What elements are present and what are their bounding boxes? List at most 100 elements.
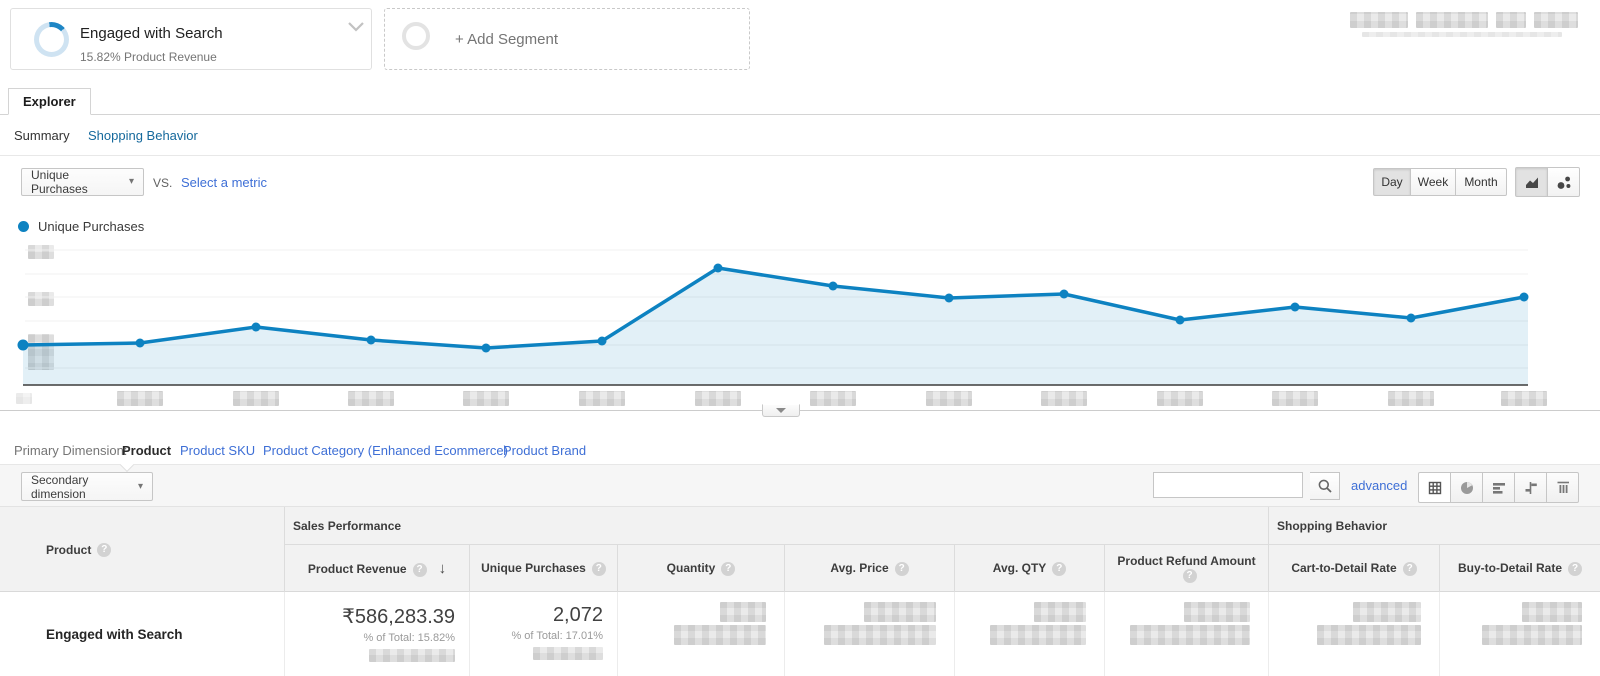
dimension-product-selected[interactable]: Product	[122, 443, 172, 458]
y-axis-label-redacted	[28, 292, 54, 306]
help-icon[interactable]: ?	[97, 542, 112, 557]
metric-select-dropdown[interactable]: Unique Purchases ▾	[21, 168, 144, 196]
granularity-week-button[interactable]: Week	[1410, 168, 1456, 196]
table-search-button[interactable]	[1310, 472, 1340, 500]
redacted-block	[1362, 32, 1562, 37]
product-revenue-pct: % of Total: 15.82%	[363, 632, 455, 644]
granularity-month-button[interactable]: Month	[1455, 168, 1507, 196]
segment-title: Engaged with Search	[80, 25, 223, 42]
granularity-day-button[interactable]: Day	[1373, 168, 1411, 196]
chevron-down-icon	[776, 408, 786, 413]
column-header-avg-price[interactable]: Avg. Price?	[785, 545, 955, 592]
column-header-label: Quantity?	[667, 561, 736, 576]
chart-data-point[interactable]	[828, 281, 838, 291]
redacted-block	[1350, 12, 1408, 28]
chart-data-point[interactable]	[1059, 289, 1069, 299]
percentage-view-button[interactable]	[1450, 472, 1483, 503]
chart-data-point[interactable]	[251, 322, 261, 332]
line-chart-icon	[1525, 177, 1538, 188]
chart-svg[interactable]	[0, 238, 1600, 410]
x-axis-label-redacted	[233, 391, 279, 406]
select-a-metric-link[interactable]: Select a metric	[181, 175, 267, 190]
performance-view-button[interactable]	[1482, 472, 1515, 503]
data-table-view-button[interactable]	[1418, 472, 1451, 503]
pivot-view-button[interactable]	[1546, 472, 1579, 503]
redacted-value	[1184, 602, 1250, 622]
chart-data-point[interactable]	[1290, 302, 1300, 312]
redacted-value	[1034, 602, 1086, 622]
y-axis-label-redacted	[28, 245, 54, 259]
redacted-value	[1522, 602, 1582, 622]
table-search-input[interactable]	[1153, 472, 1303, 498]
add-segment-label: + Add Segment	[455, 31, 558, 48]
redacted-value	[533, 647, 603, 660]
column-header-product-refund-amount[interactable]: Product Refund Amount?	[1105, 545, 1269, 592]
column-header-product-revenue[interactable]: Product Revenue? ↓	[285, 545, 470, 592]
x-axis-label-redacted	[579, 391, 625, 406]
tab-explorer-label: Explorer	[23, 94, 76, 109]
chart-data-point[interactable]	[17, 339, 29, 351]
x-axis-label-redacted	[463, 391, 509, 406]
chart-data-point[interactable]	[135, 338, 145, 348]
comparison-icon	[1525, 481, 1537, 494]
redacted-block	[1534, 12, 1578, 28]
help-icon[interactable]: ?	[412, 562, 427, 577]
subtab-shopping-behavior[interactable]: Shopping Behavior	[88, 128, 198, 143]
search-icon	[1318, 479, 1332, 493]
redacted-value	[720, 602, 766, 622]
secondary-dimension-dropdown[interactable]: Secondary dimension ▾	[21, 472, 153, 501]
x-axis-label-redacted	[117, 391, 163, 406]
help-icon[interactable]: ?	[1402, 561, 1417, 576]
column-header-cart-to-detail-rate[interactable]: Cart-to-Detail Rate?	[1269, 545, 1440, 592]
subnav: Summary Shopping Behavior	[0, 115, 1600, 153]
dimension-product-sku-link[interactable]: Product SKU	[180, 443, 256, 458]
cell-unique-purchases: 2,072 % of Total: 17.01%	[470, 592, 618, 676]
help-icon[interactable]: ?	[591, 561, 606, 576]
chart-data-point[interactable]	[597, 336, 607, 346]
column-header-quantity[interactable]: Quantity?	[618, 545, 785, 592]
chart-data-point[interactable]	[1175, 315, 1185, 325]
primary-dimension-label: Primary Dimension:	[14, 443, 128, 458]
column-header-label: Avg. Price?	[830, 561, 909, 576]
tab-explorer[interactable]: Explorer	[8, 88, 91, 115]
help-icon[interactable]: ?	[1052, 561, 1067, 576]
chart-data-point[interactable]	[1519, 292, 1529, 302]
column-header-label: Avg. QTY?	[993, 561, 1067, 576]
motion-chart-view-button[interactable]	[1547, 167, 1580, 197]
chevron-down-icon[interactable]	[347, 21, 365, 32]
help-icon[interactable]: ?	[721, 561, 736, 576]
chart-data-point[interactable]	[366, 335, 376, 345]
chart-data-point[interactable]	[713, 263, 723, 273]
empty-segment-ring-icon	[402, 22, 430, 50]
column-header-avg-qty[interactable]: Avg. QTY?	[955, 545, 1105, 592]
advanced-search-link[interactable]: advanced	[1351, 478, 1408, 493]
table-row: Engaged with Search ₹586,283.39 % of Tot…	[0, 592, 1600, 676]
dimension-product-brand-link[interactable]: Product Brand	[503, 443, 587, 458]
active-segment-card[interactable]: Engaged with Search 15.82% Product Reven…	[10, 8, 372, 70]
cell-cart-to-detail-rate-redacted	[1269, 592, 1440, 676]
help-icon[interactable]: ?	[1182, 568, 1197, 583]
subtab-summary[interactable]: Summary	[14, 128, 70, 143]
collapse-chart-tab[interactable]	[762, 404, 800, 417]
row-product-name: Engaged with Search	[0, 592, 285, 676]
redacted-value	[824, 625, 936, 645]
table-view-switcher	[1418, 472, 1579, 503]
chevron-down-icon: ▾	[137, 480, 143, 492]
chart-data-point[interactable]	[481, 343, 491, 353]
comparison-view-button[interactable]	[1514, 472, 1547, 503]
segment-donut-icon	[34, 22, 69, 57]
x-axis-label-redacted	[1272, 391, 1318, 406]
column-header-buy-to-detail-rate[interactable]: Buy-to-Detail Rate?	[1440, 545, 1600, 592]
x-axis-label-redacted	[1501, 391, 1547, 406]
dimension-product-category-link[interactable]: Product Category (Enhanced Ecommerce)	[263, 443, 508, 458]
chart-data-point[interactable]	[1406, 313, 1416, 323]
column-header-product[interactable]: Product ?	[0, 507, 285, 592]
x-axis-label-redacted	[695, 391, 741, 406]
chart-data-point[interactable]	[944, 293, 954, 303]
add-segment-card[interactable]: + Add Segment	[384, 8, 750, 70]
help-icon[interactable]: ?	[894, 561, 909, 576]
column-header-unique-purchases[interactable]: Unique Purchases?	[470, 545, 618, 592]
date-range-redacted[interactable]	[1350, 12, 1580, 38]
help-icon[interactable]: ?	[1568, 561, 1582, 576]
line-chart-view-button[interactable]	[1515, 167, 1548, 197]
